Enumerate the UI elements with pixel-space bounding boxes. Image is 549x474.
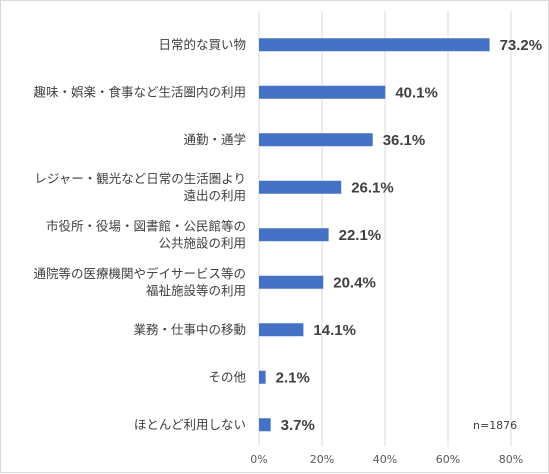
category-label-line: 通院等の医療機関やデイサービス等の [33, 266, 246, 281]
category-label: 通勤・通学 [183, 132, 246, 147]
category-label-line: 福祉施設等の利用 [146, 283, 246, 298]
x-tick-label: 60% [436, 453, 460, 466]
data-label: 40.1% [395, 84, 438, 101]
x-tick-label: 0% [250, 453, 267, 466]
bar [259, 323, 304, 337]
bar [259, 275, 324, 289]
data-label: 2.1% [276, 369, 310, 386]
sample-size-note: n=1876 [473, 419, 517, 432]
category-label: レジャー・観光など日常の生活圏より遠出の利用 [34, 171, 246, 203]
category-labels: 日常的な買い物趣味・娯楽・食事など生活圏内の利用通勤・通学レジャー・観光など日常… [33, 37, 246, 432]
category-label: 業務・仕事中の移動 [133, 322, 246, 337]
data-label: 20.4% [333, 274, 376, 291]
data-label: 26.1% [351, 179, 394, 196]
bar [259, 180, 342, 194]
category-label-line: レジャー・観光など日常の生活圏より [34, 171, 246, 186]
category-label-line: 日常的な買い物 [158, 37, 246, 52]
category-label: 市役所・役場・図書館・公民館等の公共施設の利用 [46, 218, 246, 250]
bar [259, 133, 373, 147]
data-label: 36.1% [383, 132, 426, 149]
category-label-line: 趣味・娯楽・食事など生活圏内の利用 [33, 84, 246, 99]
data-label: 3.7% [281, 417, 315, 434]
data-label: 22.1% [339, 227, 382, 244]
x-axis-ticks: 0% 20% 40% 60% 80% [250, 453, 523, 466]
bar [259, 418, 271, 432]
category-label-line: 業務・仕事中の移動 [133, 322, 246, 337]
data-label: 73.2% [500, 37, 543, 54]
category-label-line: 遠出の利用 [183, 188, 246, 203]
bar [259, 228, 329, 242]
value-labels: 73.2% 40.1% 36.1% 26.1% 22.1% 20.4% 14.1% 2.1% 3… [276, 37, 543, 434]
category-label-line: 公共施設の利用 [158, 235, 246, 250]
data-label: 14.1% [313, 322, 356, 339]
category-label-line: ほとんど利用しない [134, 417, 246, 432]
x-tick-label: 20% [310, 453, 334, 466]
category-label: その他 [208, 369, 246, 384]
category-label-line: 市役所・役場・図書館・公民館等の [46, 218, 246, 233]
category-label: ほとんど利用しない [134, 417, 246, 432]
bar [259, 38, 490, 52]
category-label-line: 通勤・通学 [183, 132, 246, 147]
bar [259, 85, 386, 99]
x-tick-label: 40% [373, 453, 397, 466]
category-label-line: その他 [208, 369, 246, 384]
x-tick-label: 80% [499, 453, 523, 466]
category-label: 日常的な買い物 [158, 37, 246, 52]
category-label: 通院等の医療機関やデイサービス等の福祉施設等の利用 [33, 266, 246, 298]
category-label: 趣味・娯楽・食事など生活圏内の利用 [33, 84, 246, 99]
bar [259, 370, 266, 384]
bars [259, 38, 490, 432]
